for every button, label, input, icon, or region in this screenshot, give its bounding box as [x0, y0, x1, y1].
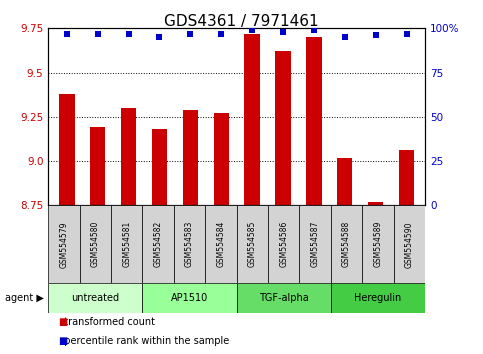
Text: percentile rank within the sample: percentile rank within the sample	[58, 336, 229, 346]
Text: GSM554585: GSM554585	[248, 221, 257, 268]
FancyBboxPatch shape	[111, 205, 142, 283]
Point	[341, 34, 349, 40]
Bar	[337, 158, 353, 205]
Text: GSM554588: GSM554588	[342, 221, 351, 267]
FancyBboxPatch shape	[237, 283, 331, 313]
Point	[63, 31, 71, 36]
Text: TGF-alpha: TGF-alpha	[259, 293, 309, 303]
Point	[248, 27, 256, 33]
Text: ■: ■	[58, 317, 67, 327]
Text: GSM554590: GSM554590	[405, 221, 414, 268]
Bar	[368, 202, 384, 205]
Bar	[121, 108, 136, 205]
Bar	[244, 34, 260, 205]
FancyBboxPatch shape	[174, 205, 205, 283]
Point	[372, 33, 380, 38]
Point	[310, 27, 318, 33]
Bar	[152, 129, 167, 205]
Text: agent ▶: agent ▶	[5, 293, 43, 303]
FancyBboxPatch shape	[48, 283, 142, 313]
Text: GSM554583: GSM554583	[185, 221, 194, 268]
FancyBboxPatch shape	[362, 205, 394, 283]
Text: GSM554580: GSM554580	[91, 221, 100, 268]
FancyBboxPatch shape	[268, 205, 299, 283]
Text: Heregulin: Heregulin	[355, 293, 401, 303]
Bar	[183, 110, 198, 205]
FancyBboxPatch shape	[394, 205, 425, 283]
Text: GSM554586: GSM554586	[279, 221, 288, 268]
FancyBboxPatch shape	[331, 205, 362, 283]
FancyBboxPatch shape	[237, 205, 268, 283]
Text: ■: ■	[58, 336, 67, 346]
Bar	[59, 94, 74, 205]
Text: GSM554581: GSM554581	[122, 221, 131, 267]
FancyBboxPatch shape	[80, 205, 111, 283]
Point	[125, 31, 132, 36]
FancyBboxPatch shape	[142, 283, 237, 313]
FancyBboxPatch shape	[205, 205, 237, 283]
Bar	[399, 150, 414, 205]
Point	[403, 31, 411, 36]
FancyBboxPatch shape	[299, 205, 331, 283]
Text: untreated: untreated	[71, 293, 119, 303]
Text: GSM554579: GSM554579	[59, 221, 69, 268]
FancyBboxPatch shape	[48, 205, 80, 283]
Point	[279, 29, 287, 35]
FancyBboxPatch shape	[331, 283, 425, 313]
Text: GSM554582: GSM554582	[154, 221, 163, 267]
Text: GDS4361 / 7971461: GDS4361 / 7971461	[164, 14, 319, 29]
Text: GSM554589: GSM554589	[373, 221, 383, 268]
Text: AP1510: AP1510	[171, 293, 208, 303]
Point	[186, 31, 194, 36]
FancyBboxPatch shape	[142, 205, 174, 283]
Point	[156, 34, 163, 40]
Bar	[90, 127, 105, 205]
Text: transformed count: transformed count	[58, 317, 155, 327]
Point	[94, 31, 101, 36]
Bar	[213, 113, 229, 205]
Bar	[275, 51, 291, 205]
Text: GSM554584: GSM554584	[216, 221, 226, 268]
Bar	[306, 37, 322, 205]
Point	[217, 31, 225, 36]
Text: GSM554587: GSM554587	[311, 221, 320, 268]
